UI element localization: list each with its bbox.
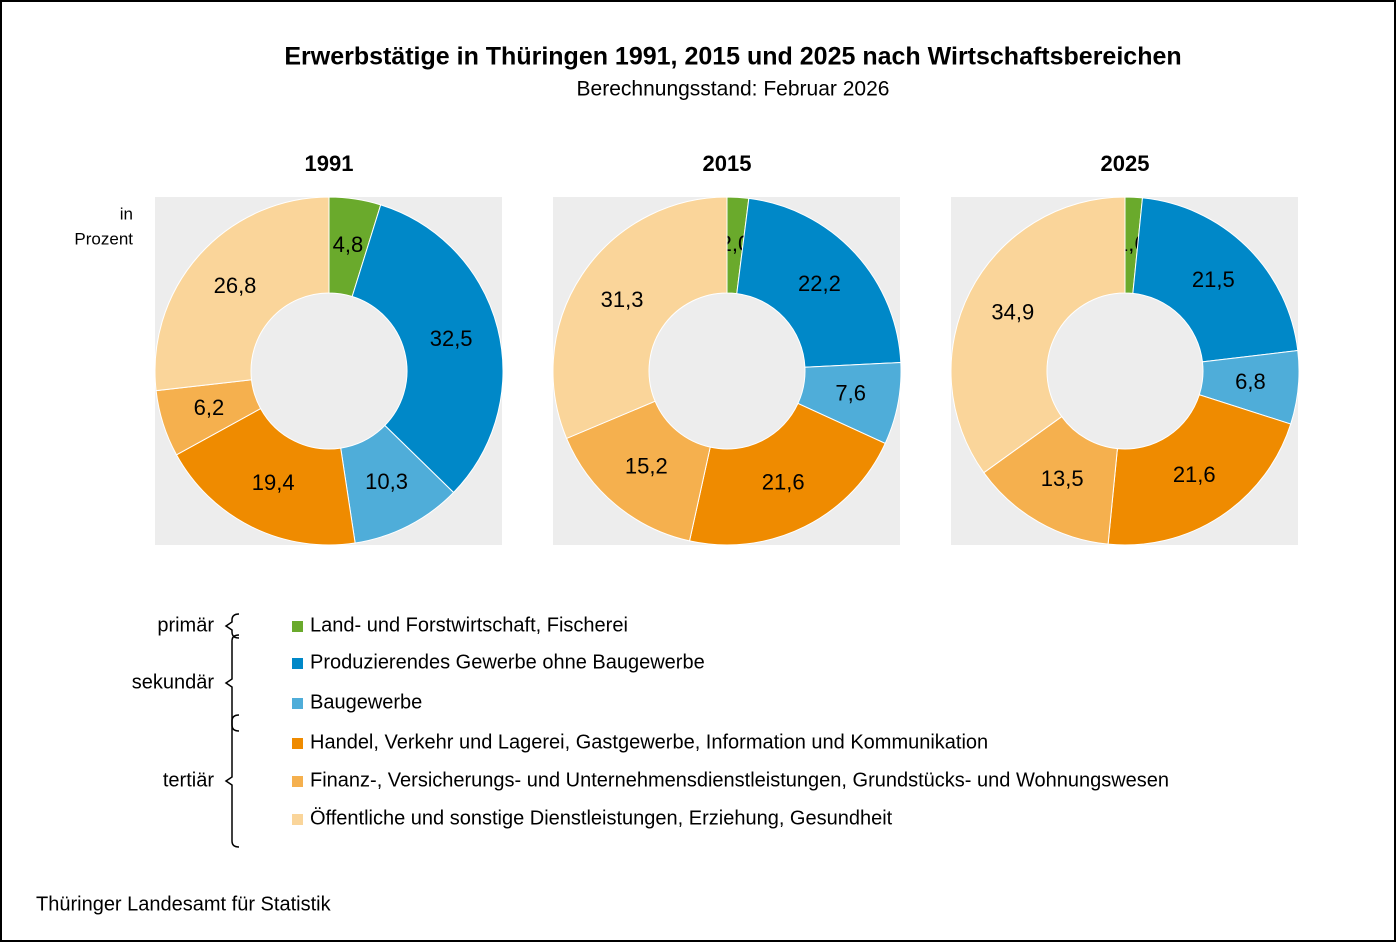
legend-swatch bbox=[292, 738, 303, 749]
legend-label: Land- und Forstwirtschaft, Fischerei bbox=[310, 614, 628, 636]
legend-swatch bbox=[292, 698, 303, 709]
donut-segment bbox=[1132, 197, 1299, 363]
donut-segment bbox=[565, 400, 711, 542]
data-label: 32,5 bbox=[430, 326, 473, 351]
unit-label: Prozent bbox=[74, 229, 133, 248]
chart-title: Erwerbstätige in Thüringen 1991, 2015 un… bbox=[284, 43, 1181, 71]
data-label: 19,4 bbox=[252, 470, 295, 495]
donut-segment bbox=[688, 402, 886, 546]
chart-title: 1991 bbox=[305, 151, 354, 176]
group-label: sekundär bbox=[132, 671, 215, 693]
data-label: 22,2 bbox=[798, 271, 841, 296]
data-label: 4,8 bbox=[333, 232, 364, 257]
data-label: 21,5 bbox=[1192, 267, 1235, 292]
donut-segment bbox=[351, 204, 504, 494]
donut-segment bbox=[736, 197, 902, 368]
data-label: 6,8 bbox=[1235, 369, 1266, 394]
chart-subtitle: Berechnungsstand: Februar 2026 bbox=[577, 78, 890, 101]
data-label: 10,3 bbox=[365, 469, 408, 494]
data-label: 21,6 bbox=[762, 470, 805, 495]
legend-label: Finanz-, Versicherungs- und Unternehmens… bbox=[310, 769, 1169, 791]
legend-label: Öffentliche und sonstige Dienstleistunge… bbox=[310, 807, 893, 829]
data-label: 13,5 bbox=[1041, 466, 1084, 491]
data-label: 15,2 bbox=[625, 454, 668, 479]
legend-swatch bbox=[292, 621, 303, 632]
donut-segment bbox=[983, 415, 1118, 545]
donut-segment bbox=[154, 196, 330, 392]
data-label: 34,9 bbox=[991, 299, 1034, 324]
donut-segment bbox=[175, 407, 356, 546]
data-label: 7,6 bbox=[835, 381, 866, 406]
data-label: 26,8 bbox=[214, 273, 257, 298]
donut-segment bbox=[1107, 394, 1292, 546]
legend-swatch bbox=[292, 658, 303, 669]
group-label: tertiär bbox=[163, 769, 214, 791]
legend-swatch bbox=[292, 814, 303, 825]
chart-title: 2015 bbox=[703, 151, 752, 176]
group-brace bbox=[224, 714, 240, 848]
legend-label: Baugewerbe bbox=[310, 691, 422, 713]
data-label: 31,3 bbox=[601, 287, 644, 312]
legend-swatch bbox=[292, 776, 303, 787]
group-brace bbox=[224, 613, 240, 639]
legend-label: Handel, Verkehr und Lagerei, Gastgewerbe… bbox=[310, 731, 988, 753]
group-brace bbox=[224, 634, 240, 732]
unit-label: in bbox=[120, 204, 133, 223]
data-label: 6,2 bbox=[194, 395, 225, 420]
data-label: 21,6 bbox=[1173, 462, 1216, 487]
chart-title: 2025 bbox=[1101, 151, 1150, 176]
source: Thüringer Landesamt für Statistik bbox=[36, 893, 332, 915]
legend-label: Produzierendes Gewerbe ohne Baugewerbe bbox=[310, 651, 705, 673]
donut-segment bbox=[552, 196, 728, 440]
donut-segment bbox=[950, 196, 1126, 474]
group-label: primär bbox=[157, 614, 214, 636]
